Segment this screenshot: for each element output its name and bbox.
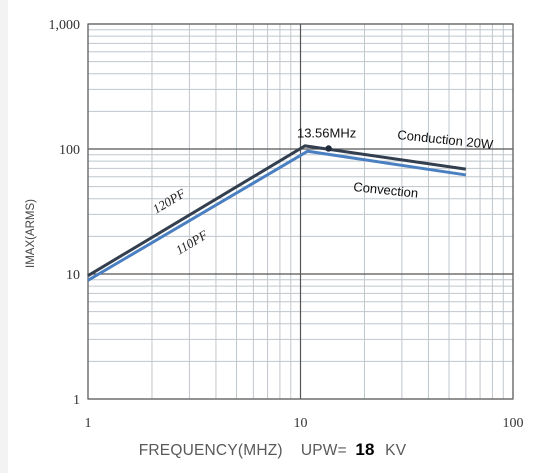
upw-unit: KV (385, 442, 407, 459)
y-tick-label: 10 (66, 268, 80, 283)
y-axis-label: IMAX(ARMS) (25, 199, 37, 268)
x-axis-label: FREQUENCY(MHZ) UPW= 18 KV (0, 440, 545, 460)
x-tick-label: 100 (503, 416, 524, 431)
y-tick-label: 1,000 (49, 18, 81, 33)
series-line (87, 144, 467, 277)
x-tick-label: 10 (294, 416, 308, 431)
series-line (87, 149, 467, 282)
upw-label: UPW= (300, 442, 347, 459)
left-edge-strip (0, 0, 8, 473)
series-label-convection: Convection (353, 179, 419, 201)
plot-border (87, 23, 514, 400)
x-axis-title: FREQUENCY(MHZ) (138, 442, 283, 459)
frequency-annotation: 13.56MHz (297, 125, 356, 140)
upw-value: 18 (355, 440, 375, 459)
frequency-marker (325, 145, 332, 152)
x-tick-label: 1 (85, 416, 92, 431)
y-tick-label: 1 (73, 393, 80, 408)
y-tick-label: 100 (59, 143, 80, 158)
